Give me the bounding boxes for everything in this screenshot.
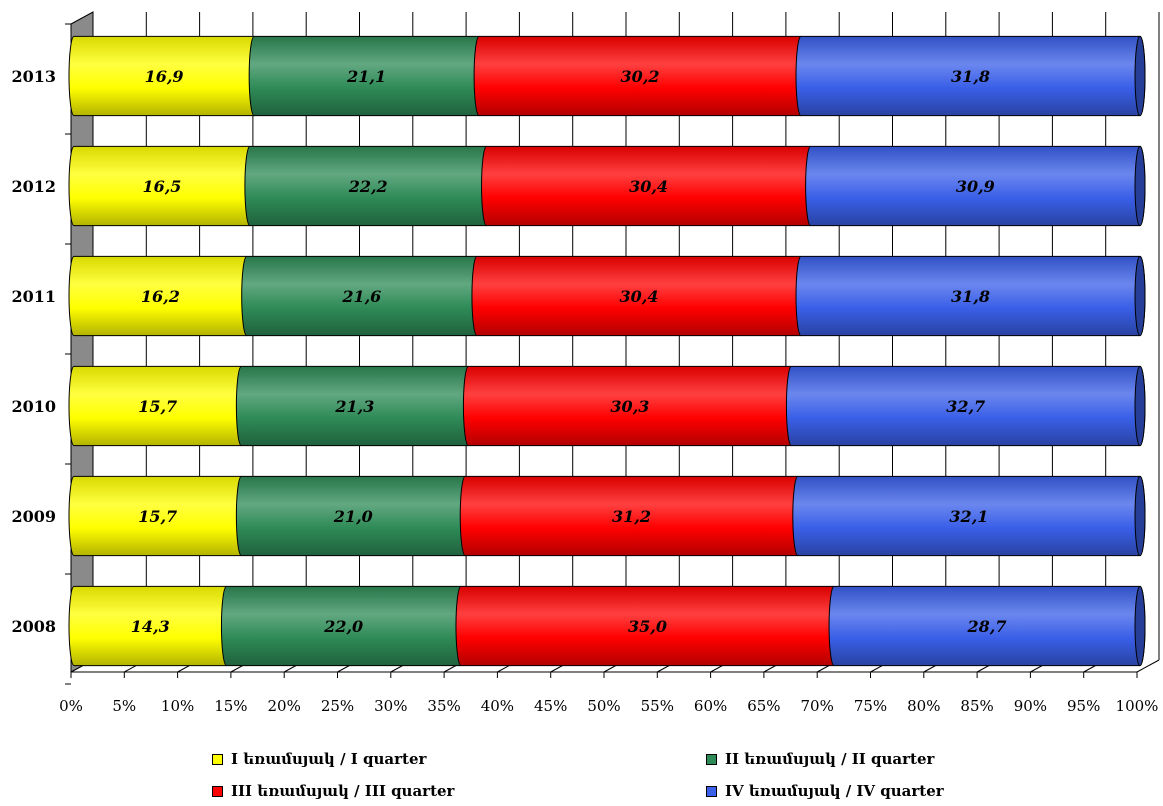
data-label: 21,0 — [333, 507, 373, 526]
bar-row-2011: 16,2 21,6 30,4 31,8 — [68, 255, 1146, 337]
x-tick-label: 70% — [801, 697, 834, 715]
data-label: 35,0 — [628, 617, 667, 636]
bar-end-cap — [1134, 145, 1146, 227]
category-label: 2008 — [11, 617, 56, 636]
bar-end-cap — [1134, 585, 1146, 667]
data-label: 16,5 — [142, 177, 181, 196]
data-label: 30,9 — [956, 177, 995, 196]
data-label: 21,1 — [346, 67, 386, 86]
x-tick-label: 80% — [907, 697, 940, 715]
bar-end-cap — [1134, 365, 1146, 447]
x-tick-label: 65% — [747, 697, 780, 715]
bars: 16,9 21,1 30,2 31,8 16,5 22,2 30,4 30,9 16,2 21,6… — [68, 35, 1146, 667]
category-label: 2013 — [11, 67, 56, 86]
bar-row-2010: 15,7 21,3 30,3 32,7 — [68, 365, 1146, 447]
floor-gridline — [1136, 659, 1160, 673]
x-tick-label: 90% — [1014, 697, 1047, 715]
data-label: 16,2 — [141, 287, 180, 306]
category-label: 2009 — [11, 507, 56, 526]
x-tick-label: 45% — [534, 697, 567, 715]
bar-row-2012: 16,5 22,2 30,4 30,9 — [68, 145, 1146, 227]
data-label: 31,2 — [612, 507, 651, 526]
category-label: 2011 — [11, 287, 56, 306]
data-label: 30,4 — [629, 177, 668, 196]
bar-row-2009: 15,7 21,0 31,2 32,1 — [68, 475, 1146, 557]
data-label: 15,7 — [138, 397, 177, 416]
x-tick-label: 30% — [374, 697, 407, 715]
data-label: 28,7 — [967, 617, 1007, 636]
x-tick-label: 50% — [587, 697, 620, 715]
bar-end-cap — [1134, 475, 1146, 557]
bar-end-cap — [1134, 255, 1146, 337]
data-label: 16,9 — [145, 67, 184, 86]
data-label: 21,6 — [341, 287, 381, 306]
x-tick-label: 85% — [960, 697, 993, 715]
data-label: 14,3 — [131, 617, 170, 636]
bar-end-cap — [1134, 35, 1146, 117]
x-tick-label: 75% — [854, 697, 887, 715]
x-tick-label: 95% — [1067, 697, 1100, 715]
x-tick-label: 15% — [214, 697, 247, 715]
data-label: 30,3 — [610, 397, 649, 416]
x-tick-label: 35% — [427, 697, 460, 715]
data-label: 22,0 — [323, 617, 363, 636]
category-label: 2012 — [11, 177, 56, 196]
data-label: 22,2 — [348, 177, 388, 196]
x-tick-label: 100% — [1116, 697, 1159, 715]
x-tick-label: 60% — [694, 697, 727, 715]
data-label: 30,2 — [621, 67, 660, 86]
x-tick-label: 25% — [321, 697, 354, 715]
data-label: 21,3 — [334, 397, 374, 416]
x-tick-label: 40% — [481, 697, 514, 715]
category-labels: 2013 2012 2011 2010 2009 2008 — [11, 67, 56, 636]
x-tick-labels: 0% 5% 10% 15% 20% 25% 30% 35% 40% 45% 50% 55% 60% 65%… — [59, 697, 1158, 715]
x-tick-label: 10% — [161, 697, 194, 715]
data-label: 30,4 — [619, 287, 658, 306]
x-tick-label: 20% — [268, 697, 301, 715]
x-tick-label: 55% — [641, 697, 674, 715]
x-tick-label: 5% — [112, 697, 136, 715]
bar-row-2008: 14,3 22,0 35,0 28,7 — [68, 585, 1146, 667]
bar-row-2013: 16,9 21,1 30,2 31,8 — [68, 35, 1146, 117]
data-label: 32,7 — [946, 397, 985, 416]
category-label: 2010 — [11, 397, 56, 416]
data-label: 15,7 — [138, 507, 177, 526]
data-label: 32,1 — [949, 507, 988, 526]
data-label: 31,8 — [951, 67, 990, 86]
data-label: 31,8 — [951, 287, 990, 306]
x-tick-label: 0% — [59, 697, 83, 715]
